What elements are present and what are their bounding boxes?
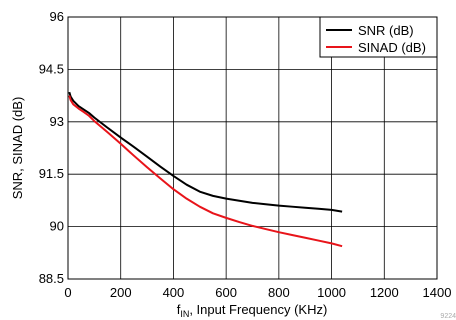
- y-tick-label-3: 93: [50, 114, 64, 129]
- x-axis-title: fIN, Input Frequency (KHz): [177, 302, 328, 319]
- y-tick-label-0: 88.5: [39, 271, 64, 286]
- x-tick-label-600: 600: [215, 285, 237, 300]
- x-tick-label-400: 400: [163, 285, 185, 300]
- plot-area: [68, 17, 437, 279]
- legend-box: [319, 16, 438, 58]
- plot-border: [67, 16, 438, 280]
- y-tick-label-2: 91.5: [39, 166, 64, 181]
- x-tick-label-0: 0: [64, 285, 71, 300]
- x-axis-title-subscript: IN: [180, 309, 189, 319]
- series-line-sinad: [68, 95, 343, 248]
- x-axis-title-rest: , Input Frequency (KHz): [189, 302, 327, 317]
- x-tick-label-800: 800: [268, 285, 290, 300]
- y-tick-label-1: 90: [50, 219, 64, 234]
- x-axis-title-main: f: [177, 302, 181, 317]
- grid: [68, 17, 437, 279]
- x-tick-label-200: 200: [110, 285, 132, 300]
- series-line-snr: [68, 91, 343, 213]
- legend: SNR (dB) SINAD (dB): [319, 16, 438, 58]
- x-tick-label-1200: 1200: [370, 285, 399, 300]
- x-tick-labels: 0 200 400 600 800 1000 1200 1400: [64, 285, 451, 300]
- y-tick-label-5: 96: [50, 9, 64, 24]
- y-axis-title: SNR, SINAD (dB): [10, 97, 25, 200]
- series-lines: [68, 91, 343, 248]
- figure-code: 9224: [440, 313, 456, 320]
- y-tick-label-4: 94.5: [39, 61, 64, 76]
- legend-label-snr: SNR (dB): [358, 23, 414, 38]
- y-tick-labels: 88.5 90 91.5 93 94.5 96: [39, 9, 64, 286]
- legend-label-sinad: SINAD (dB): [358, 40, 426, 55]
- x-tick-label-1400: 1400: [423, 285, 452, 300]
- x-tick-label-1000: 1000: [317, 285, 346, 300]
